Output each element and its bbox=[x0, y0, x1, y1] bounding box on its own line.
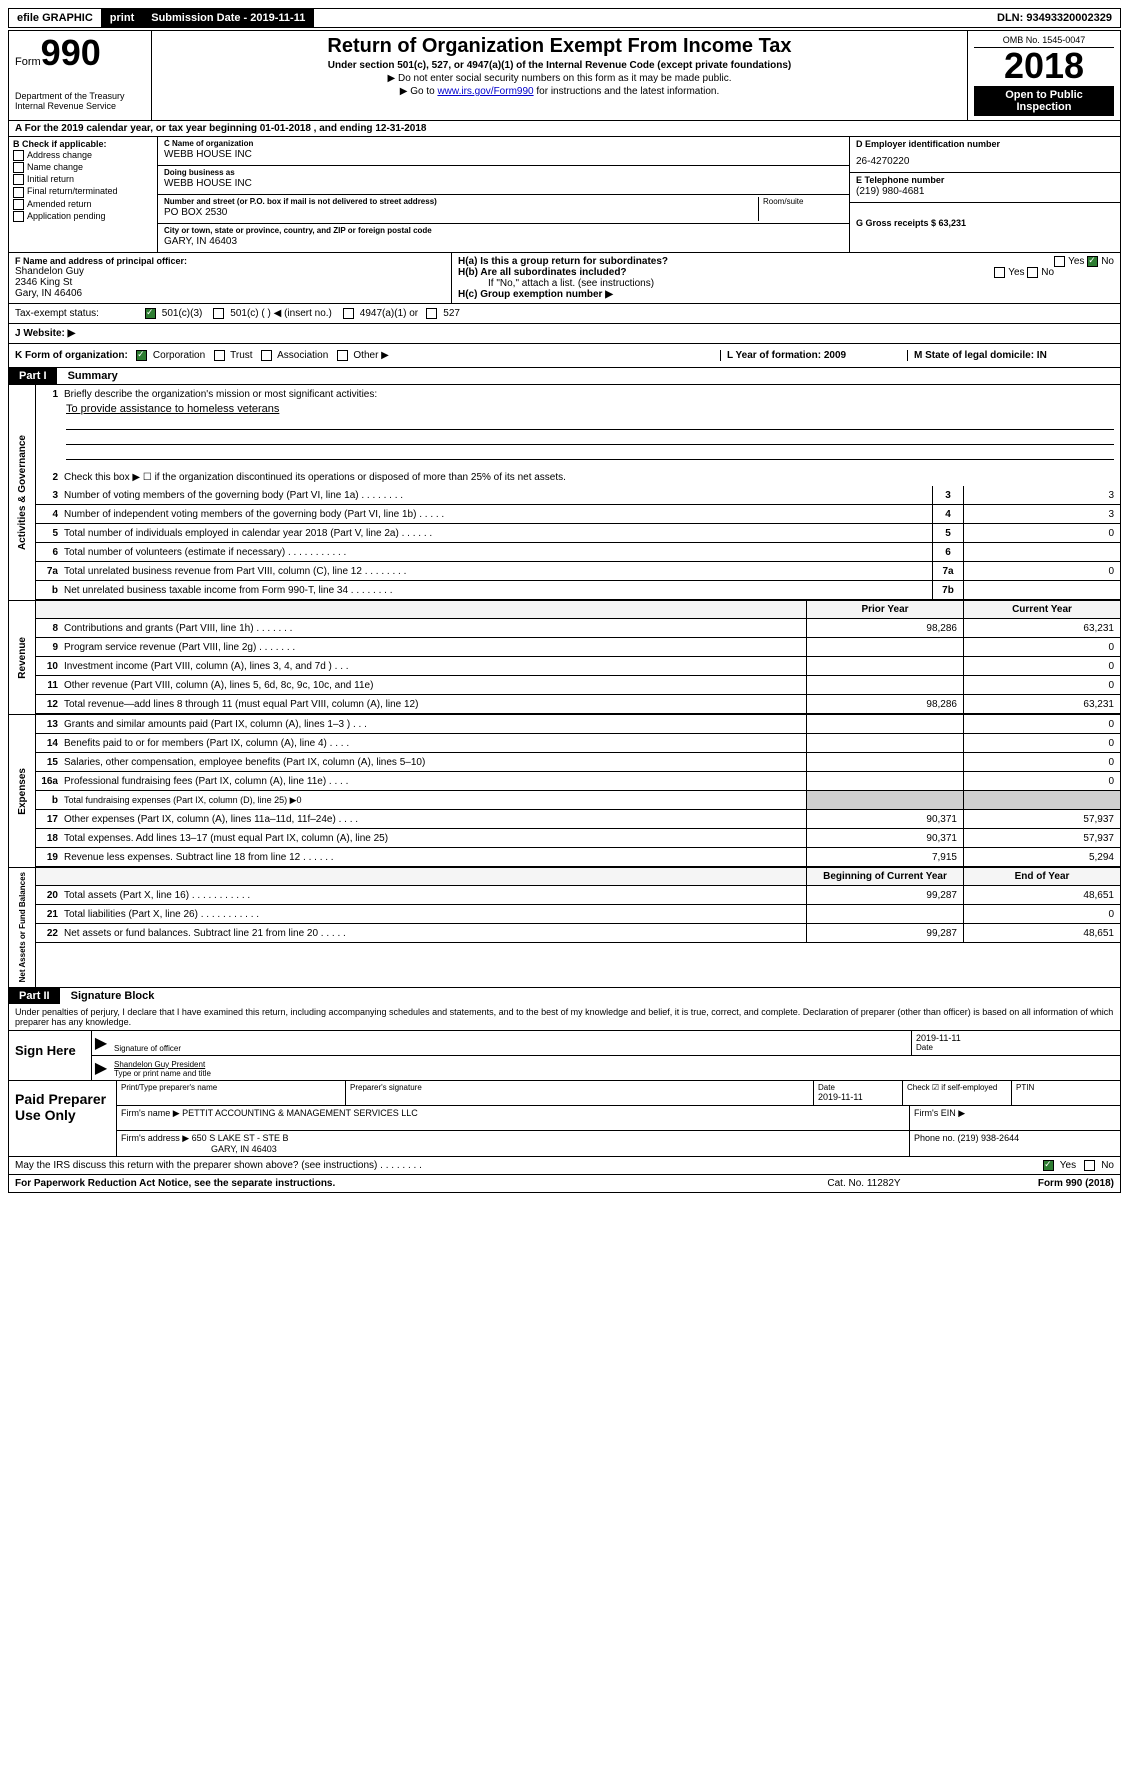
efile-label: efile GRAPHIC bbox=[9, 9, 102, 27]
signer-name: Shandelon Guy President bbox=[114, 1060, 1116, 1069]
section-de: D Employer identification number 26-4270… bbox=[850, 137, 1120, 252]
perjury-text: Under penalties of perjury, I declare th… bbox=[9, 1004, 1120, 1030]
section-h: H(a) Is this a group return for subordin… bbox=[452, 253, 1120, 303]
org-name: WEBB HOUSE INC bbox=[164, 148, 843, 163]
dept-irs: Internal Revenue Service bbox=[15, 101, 145, 111]
instruction-2: ▶ Go to www.irs.gov/Form990 for instruct… bbox=[158, 86, 961, 97]
paid-preparer-label: Paid Preparer Use Only bbox=[9, 1081, 117, 1156]
dln: DLN: 93493320002329 bbox=[989, 9, 1120, 27]
phone: (219) 980-4681 bbox=[856, 185, 1114, 200]
discuss-row: May the IRS discuss this return with the… bbox=[9, 1156, 1120, 1174]
gross-receipts: G Gross receipts $ 63,231 bbox=[856, 218, 966, 228]
k-row: K Form of organization: Corporation Trus… bbox=[9, 343, 1120, 367]
street-address: PO BOX 2530 bbox=[164, 206, 758, 221]
exp-label: Expenses bbox=[15, 764, 30, 819]
tax-year: 2018 bbox=[974, 48, 1114, 84]
firm-name: PETTIT ACCOUNTING & MANAGEMENT SERVICES … bbox=[182, 1108, 418, 1118]
dept-treasury: Department of the Treasury bbox=[15, 91, 145, 101]
topbar: efile GRAPHIC print Submission Date - 20… bbox=[8, 8, 1121, 28]
form-number: 990 bbox=[41, 35, 101, 71]
rev-label: Revenue bbox=[15, 633, 30, 683]
part1-header: Part I bbox=[9, 368, 57, 384]
gov-label: Activities & Governance bbox=[15, 431, 30, 554]
part1-title: Summary bbox=[60, 368, 126, 384]
instruction-1: ▶ Do not enter social security numbers o… bbox=[158, 73, 961, 84]
form-title: Return of Organization Exempt From Incom… bbox=[158, 35, 961, 58]
ein: 26-4270220 bbox=[856, 155, 1114, 170]
form-word: Form bbox=[15, 56, 41, 68]
preparer-phone: Phone no. (219) 938-2644 bbox=[910, 1131, 1120, 1156]
open-public-badge: Open to Public Inspection bbox=[974, 86, 1114, 116]
officer-name: Shandelon Guy bbox=[15, 266, 445, 277]
section-b: B Check if applicable: Address change Na… bbox=[9, 137, 158, 252]
section-c: C Name of organization WEBB HOUSE INC Do… bbox=[158, 137, 850, 252]
mission-text: To provide assistance to homeless vetera… bbox=[66, 403, 1120, 415]
period-row: A For the 2019 calendar year, or tax yea… bbox=[9, 121, 1120, 136]
part2-title: Signature Block bbox=[63, 988, 163, 1004]
dba-name: WEBB HOUSE INC bbox=[164, 177, 843, 192]
sign-here-label: Sign Here bbox=[9, 1031, 92, 1080]
form-subtitle: Under section 501(c), 527, or 4947(a)(1)… bbox=[158, 60, 961, 71]
room-suite-label: Room/suite bbox=[758, 197, 843, 221]
section-f: F Name and address of principal officer:… bbox=[9, 253, 452, 303]
bottom-row: For Paperwork Reduction Act Notice, see … bbox=[9, 1174, 1120, 1192]
net-label: Net Assets or Fund Balances bbox=[16, 868, 29, 986]
form-container: Form 990 Department of the Treasury Inte… bbox=[8, 30, 1121, 1193]
submission-date: Submission Date - 2019-11-11 bbox=[143, 9, 314, 27]
website-row: J Website: ▶ bbox=[9, 323, 1120, 343]
print-button[interactable]: print bbox=[102, 9, 143, 27]
irs-link[interactable]: www.irs.gov/Form990 bbox=[437, 86, 533, 97]
tax-status-row: Tax-exempt status: 501(c)(3) 501(c) ( ) … bbox=[9, 303, 1120, 323]
city-state-zip: GARY, IN 46403 bbox=[164, 235, 843, 250]
part2-header: Part II bbox=[9, 988, 60, 1004]
